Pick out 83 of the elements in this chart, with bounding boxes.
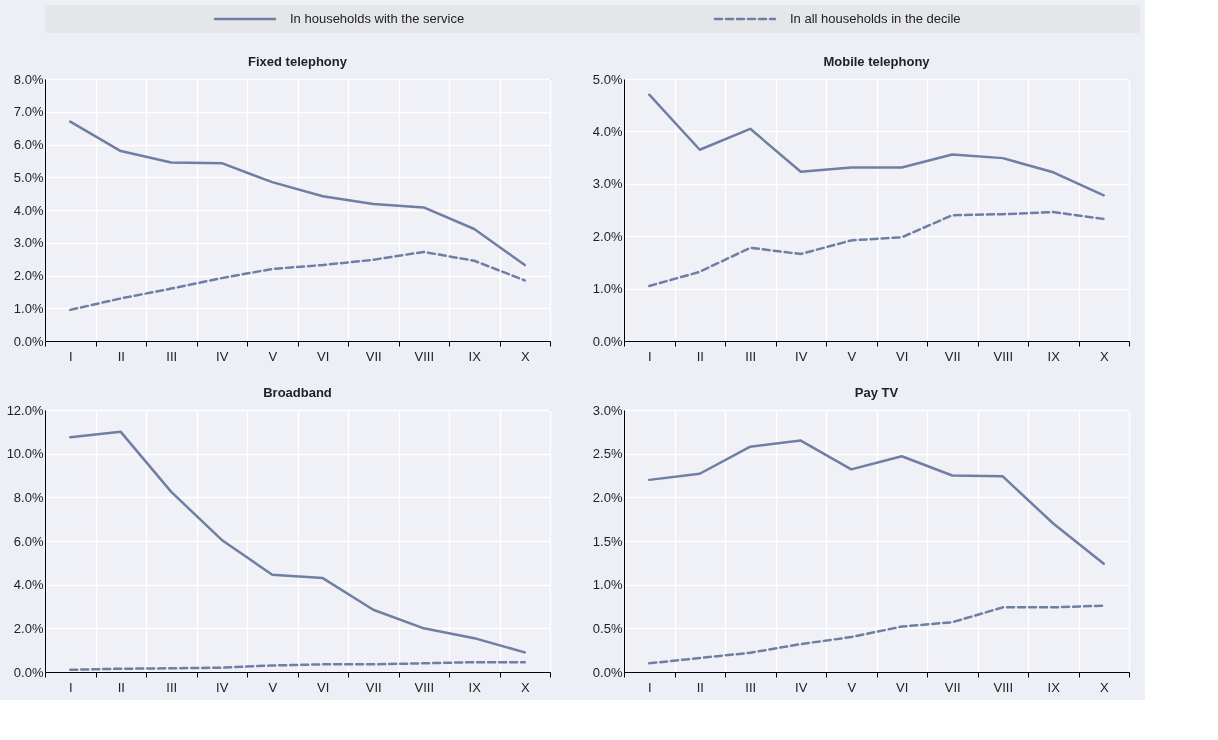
y-tick-label: 8.0% xyxy=(13,71,44,87)
line-series xyxy=(648,93,1105,197)
line-series xyxy=(69,660,526,672)
x-tick-label: I xyxy=(647,348,652,364)
y-tick-label: 0.0% xyxy=(13,664,44,680)
y-tick-label: 3.0% xyxy=(592,402,623,418)
y-tick-label: 1.0% xyxy=(592,577,623,593)
x-tick-label: VIII xyxy=(414,348,435,364)
x-tick-label: X xyxy=(520,348,530,364)
y-tick-label: 12.0% xyxy=(6,402,44,418)
chart-title: Pay TV xyxy=(854,385,899,400)
chart-title: Mobile telephony xyxy=(823,54,931,69)
chart-title: Broadband xyxy=(263,385,332,400)
y-tick-label: 8.0% xyxy=(13,489,44,505)
x-tick-label: IV xyxy=(216,348,229,364)
x-tick-label: III xyxy=(745,348,757,364)
x-tick-label: VI xyxy=(317,348,330,364)
x-tick-label: V xyxy=(847,348,857,364)
y-tick-label: 4.0% xyxy=(592,123,623,139)
y-tick-label: 2.0% xyxy=(592,228,623,244)
x-tick-label: VI xyxy=(896,679,909,695)
line-series xyxy=(648,439,1105,565)
x-tick-label: IX xyxy=(468,679,482,695)
x-tick-label: II xyxy=(696,348,704,364)
x-tick-label: VII xyxy=(944,679,961,695)
y-tick-label: 1.5% xyxy=(592,533,623,549)
x-tick-label: V xyxy=(847,679,857,695)
chart-title: Fixed telephony xyxy=(248,54,348,69)
y-tick-label: 4.0% xyxy=(13,202,44,218)
x-tick-label: VIII xyxy=(993,348,1014,364)
line-series xyxy=(69,430,526,654)
x-tick-label: IX xyxy=(1047,679,1061,695)
y-tick-label: 5.0% xyxy=(13,169,44,185)
y-tick-label: 2.5% xyxy=(592,446,623,462)
legend-label: In all households in the decile xyxy=(790,11,961,26)
x-tick-label: VII xyxy=(365,679,382,695)
x-tick-label: IV xyxy=(216,679,229,695)
y-tick-label: 0.0% xyxy=(592,333,623,349)
x-tick-label: X xyxy=(520,679,530,695)
x-tick-label: VI xyxy=(896,348,909,364)
y-tick-label: 1.0% xyxy=(592,281,623,297)
x-tick-label: VII xyxy=(365,348,382,364)
y-tick-label: 6.0% xyxy=(13,533,44,549)
x-tick-label: VI xyxy=(317,679,330,695)
x-tick-label: II xyxy=(117,679,125,695)
x-tick-label: III xyxy=(166,348,178,364)
y-tick-label: 4.0% xyxy=(13,577,44,593)
x-tick-label: I xyxy=(647,679,652,695)
line-series xyxy=(69,120,526,267)
line-series xyxy=(69,250,526,312)
line-series xyxy=(648,210,1105,288)
x-tick-label: IV xyxy=(795,679,808,695)
y-tick-label: 3.0% xyxy=(13,235,44,251)
x-tick-label: VIII xyxy=(414,679,435,695)
y-tick-label: 1.0% xyxy=(13,300,44,316)
x-tick-label: X xyxy=(1099,348,1109,364)
y-tick-label: 2.0% xyxy=(592,489,623,505)
x-tick-label: III xyxy=(745,679,757,695)
y-tick-label: 2.0% xyxy=(13,620,44,636)
x-tick-label: IV xyxy=(795,348,808,364)
y-tick-label: 0.5% xyxy=(592,620,623,636)
x-tick-label: VIII xyxy=(993,679,1014,695)
x-tick-label: X xyxy=(1099,679,1109,695)
legend-label: In households with the service xyxy=(290,11,465,26)
x-tick-label: I xyxy=(68,679,73,695)
x-tick-label: II xyxy=(117,348,125,364)
x-tick-label: IX xyxy=(1047,348,1061,364)
x-tick-label: V xyxy=(268,348,278,364)
x-tick-label: II xyxy=(696,679,704,695)
y-tick-label: 7.0% xyxy=(13,104,44,120)
x-tick-label: IX xyxy=(468,348,482,364)
y-tick-label: 3.0% xyxy=(592,176,623,192)
y-tick-label: 0.0% xyxy=(13,333,44,349)
x-tick-label: I xyxy=(68,348,73,364)
y-tick-label: 5.0% xyxy=(592,71,623,87)
y-tick-label: 2.0% xyxy=(13,268,44,283)
x-tick-label: III xyxy=(166,679,178,695)
x-tick-label: V xyxy=(268,679,278,695)
y-tick-label: 6.0% xyxy=(13,137,44,152)
y-tick-label: 10.0% xyxy=(6,446,44,462)
x-tick-label: VII xyxy=(944,348,961,364)
line-series xyxy=(648,604,1105,665)
y-tick-label: 0.0% xyxy=(592,664,623,680)
